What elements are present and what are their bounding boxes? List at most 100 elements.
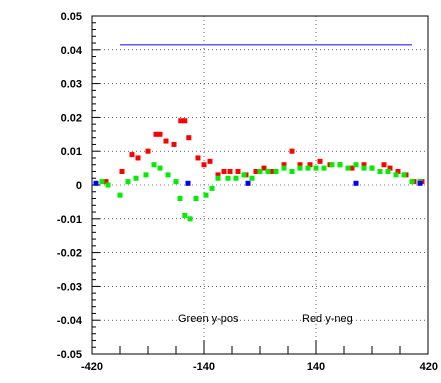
data-point	[305, 165, 311, 171]
data-point	[221, 168, 227, 174]
axis-ticks	[91, 15, 429, 355]
x-tick-label: -140	[193, 361, 215, 373]
data-point	[393, 172, 399, 178]
y-tick-label: -0.04	[57, 315, 83, 327]
data-point	[182, 118, 188, 124]
data-point	[377, 168, 383, 174]
data-point	[129, 152, 135, 158]
data-point	[201, 162, 207, 168]
data-point	[409, 179, 415, 185]
data-point	[361, 165, 367, 171]
data-point	[241, 172, 247, 178]
annotation-green: Green y-pos	[178, 313, 239, 325]
data-point	[135, 155, 141, 161]
data-point	[99, 179, 105, 185]
data-point	[265, 168, 271, 174]
data-point	[297, 162, 303, 168]
data-point	[385, 168, 391, 174]
annotation-red: Red y-neg	[302, 313, 353, 325]
data-point	[281, 162, 287, 168]
data-point	[215, 175, 221, 181]
data-point	[193, 196, 199, 202]
data-point	[178, 118, 184, 124]
data-point	[207, 158, 213, 164]
data-point	[395, 168, 401, 174]
data-point	[361, 162, 367, 168]
data-point	[157, 165, 163, 171]
data-point	[157, 131, 163, 137]
data-point	[329, 162, 335, 168]
data-point	[349, 165, 355, 171]
data-point	[185, 180, 191, 186]
data-point	[203, 192, 209, 198]
y-tick-label: -0.02	[57, 248, 82, 260]
data-point	[345, 165, 351, 171]
data-point	[381, 162, 387, 168]
data-point	[317, 158, 323, 164]
y-tick-label: 0.05	[61, 11, 82, 23]
y-tick-label: 0	[76, 180, 82, 192]
axis-labels: -0.05 -0.04 -0.03 -0.02 -0.01 0 0.01 0.02 0.03 0.…	[57, 11, 438, 373]
data-point	[401, 172, 407, 178]
data-point	[253, 168, 259, 174]
y-tick-label: 0.02	[61, 112, 82, 124]
data-point	[133, 175, 139, 181]
data-point	[103, 179, 109, 185]
data-point	[281, 165, 287, 171]
data-point	[105, 182, 111, 188]
data-point	[235, 168, 241, 174]
data-marks	[93, 43, 425, 222]
data-point	[195, 155, 201, 161]
x-tick-label: 140	[307, 361, 325, 373]
data-point	[163, 138, 169, 144]
y-tick-label: 0.01	[61, 146, 82, 158]
y-tick-label: -0.01	[57, 214, 82, 226]
data-point	[417, 180, 423, 186]
data-point	[93, 180, 99, 186]
data-point	[171, 141, 177, 147]
data-point	[151, 162, 157, 168]
data-point	[245, 180, 251, 186]
y-tick-label: -0.05	[57, 349, 82, 361]
data-point	[209, 185, 215, 191]
data-point	[173, 179, 179, 185]
data-point	[215, 172, 221, 178]
data-point	[387, 165, 393, 171]
data-point	[143, 172, 149, 178]
data-point	[257, 168, 263, 174]
data-point	[225, 175, 231, 181]
data-point	[119, 168, 125, 174]
y-tick-label: 0.04	[61, 45, 83, 57]
data-point	[153, 131, 159, 137]
data-point	[125, 179, 131, 185]
grid	[92, 16, 428, 354]
data-point	[177, 196, 183, 202]
data-point	[289, 148, 295, 154]
data-point	[297, 165, 303, 171]
data-point	[337, 162, 343, 168]
data-point	[353, 180, 359, 186]
data-point	[269, 168, 275, 174]
data-point	[313, 165, 319, 171]
x-tick-label: 420	[420, 361, 438, 373]
data-point	[117, 192, 123, 198]
data-point	[182, 212, 188, 218]
data-point	[289, 168, 295, 174]
data-point	[227, 168, 233, 174]
x-tick-label: -420	[81, 361, 103, 373]
data-point	[261, 165, 267, 171]
data-point	[353, 162, 359, 168]
data-point	[233, 175, 239, 181]
data-point	[145, 148, 151, 154]
data-point	[165, 172, 171, 178]
data-point	[273, 168, 279, 174]
y-tick-label: -0.03	[57, 281, 82, 293]
y-tick-label: 0.03	[61, 79, 82, 91]
data-point	[186, 135, 192, 141]
data-point	[307, 162, 313, 168]
data-point	[249, 175, 255, 181]
data-point	[187, 216, 193, 222]
data-point	[321, 165, 327, 171]
data-point	[369, 165, 375, 171]
